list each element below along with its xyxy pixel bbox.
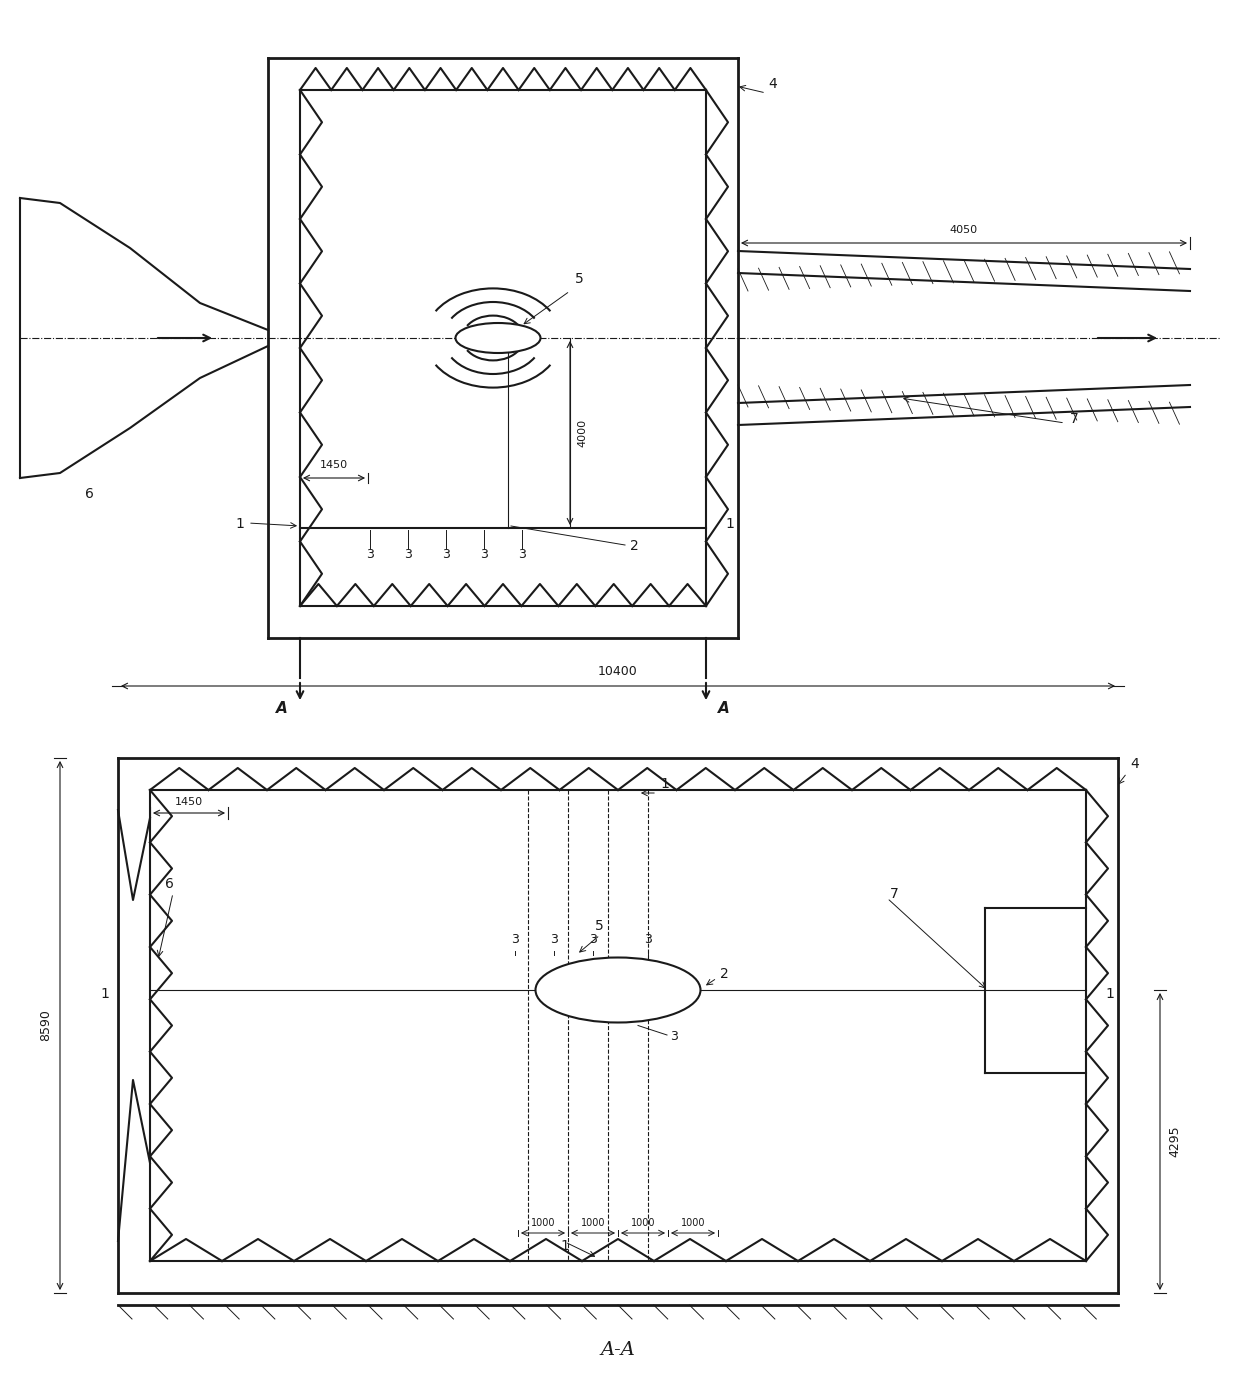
- Text: 7: 7: [890, 886, 899, 900]
- Text: 1: 1: [660, 777, 668, 791]
- Text: 3: 3: [551, 932, 558, 946]
- Text: 1: 1: [560, 1239, 569, 1253]
- Text: 1000: 1000: [681, 1218, 706, 1227]
- Text: 3: 3: [644, 932, 652, 946]
- Text: 4: 4: [1130, 756, 1138, 772]
- Text: 3: 3: [480, 548, 487, 561]
- Text: A: A: [277, 700, 288, 716]
- Text: 10400: 10400: [598, 665, 637, 678]
- Text: 2: 2: [630, 540, 639, 554]
- Text: 3: 3: [511, 932, 518, 946]
- Text: 3: 3: [366, 548, 374, 561]
- Text: 3: 3: [443, 548, 450, 561]
- Text: 1: 1: [725, 517, 734, 531]
- Text: 3: 3: [404, 548, 412, 561]
- Text: 1: 1: [236, 517, 244, 531]
- Text: 8590: 8590: [38, 1009, 52, 1042]
- Text: 1000: 1000: [580, 1218, 605, 1227]
- Text: 1450: 1450: [320, 460, 348, 470]
- Ellipse shape: [455, 323, 541, 354]
- Text: 6: 6: [86, 487, 94, 500]
- Text: 5: 5: [595, 918, 604, 932]
- Text: 4295: 4295: [1168, 1125, 1180, 1158]
- Text: 3: 3: [670, 1030, 678, 1043]
- Text: 1: 1: [1105, 987, 1114, 1001]
- Text: 7: 7: [1070, 412, 1079, 426]
- Text: 3: 3: [518, 548, 526, 561]
- Text: 1000: 1000: [531, 1218, 556, 1227]
- Text: 5: 5: [575, 273, 584, 287]
- Text: 1450: 1450: [175, 797, 203, 807]
- Text: 4050: 4050: [950, 225, 978, 235]
- Text: 3: 3: [589, 932, 596, 946]
- Text: A: A: [718, 700, 730, 716]
- Text: A-A: A-A: [600, 1341, 635, 1359]
- Ellipse shape: [536, 958, 701, 1022]
- Text: 1: 1: [100, 987, 109, 1001]
- Text: 4: 4: [768, 77, 776, 91]
- Text: 1000: 1000: [631, 1218, 655, 1227]
- Text: 4000: 4000: [577, 419, 587, 447]
- Text: 6: 6: [165, 877, 174, 891]
- Text: 2: 2: [720, 967, 729, 981]
